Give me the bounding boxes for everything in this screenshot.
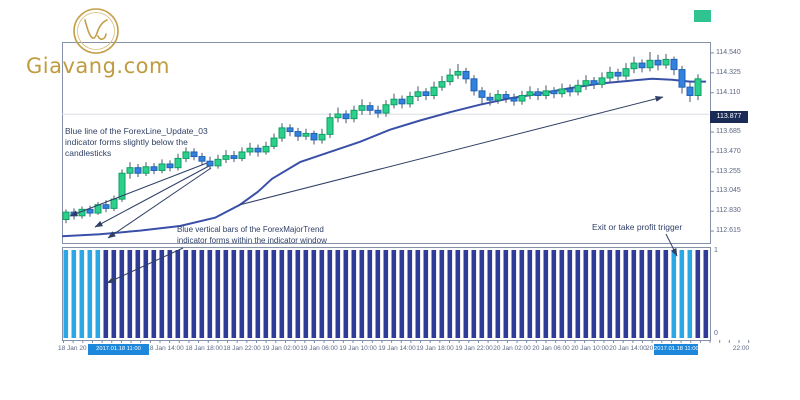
time-tick-label: 20 Jan 10:00 [571,345,609,352]
price-tick-label: 112.830 [716,207,741,215]
price-tick-label: 113.470 [716,147,741,155]
time-tick-label: 20 Jan 02:00 [493,345,531,352]
price-tick-label: 114.540 [716,48,741,56]
time-tick-label: 20 Jan 14:00 [609,345,647,352]
price-tick-label: 114.110 [716,88,741,96]
time-tick-label: 18 Jan 14:00 [146,345,184,352]
price-tick-label: 113.685 [716,128,741,136]
time-tick-label: 18 Jan 22:00 [223,345,261,352]
price-tick-label: 113.045 [716,187,741,195]
logo-emblem-icon [73,8,119,54]
current-price-tag: 113.877 [710,111,748,123]
entry-time-tag: 2017.01.18 11:00 [88,343,149,355]
indicator-scale-max: 1 [714,247,718,254]
indicator-scale-min: 0 [714,330,718,337]
price-tick-label: 114.325 [716,68,741,76]
annotation-forexline: Blue line of the ForexLine_Update_03 ind… [65,126,208,158]
annotation-majortrend: Blue vertical bars of the ForexMajorTren… [177,225,327,245]
time-tick-label: 20 [646,345,654,352]
time-tick-label: 22:00 [732,345,750,352]
time-tick-label: 19 Jan 10:00 [339,345,377,352]
annotation-exit-trigger: Exit or take profit trigger [592,222,683,232]
price-tick-label: 112.615 [716,227,741,235]
price-tick-label: 113.255 [716,167,741,175]
indicator-pane[interactable] [62,247,711,341]
time-tick-label: 19 Jan 22:00 [455,345,493,352]
time-tick-label: 18 Jan 20 [58,345,87,352]
time-tick-label: 20 Jan 06:00 [532,345,570,352]
exit-time-tag: 2017.01.18 11:00 [654,343,698,355]
logo-text: Giavang.com [26,54,170,78]
time-tick-label: 18 Jan 18:00 [185,345,223,352]
time-tick-label: 19 Jan 06:00 [300,345,338,352]
time-tick-label: 19 Jan 14:00 [378,345,416,352]
screenshot-marker [694,10,711,22]
time-tick-label: 19 Jan 18:00 [416,345,454,352]
time-tick-label: 19 Jan 02:00 [262,345,300,352]
